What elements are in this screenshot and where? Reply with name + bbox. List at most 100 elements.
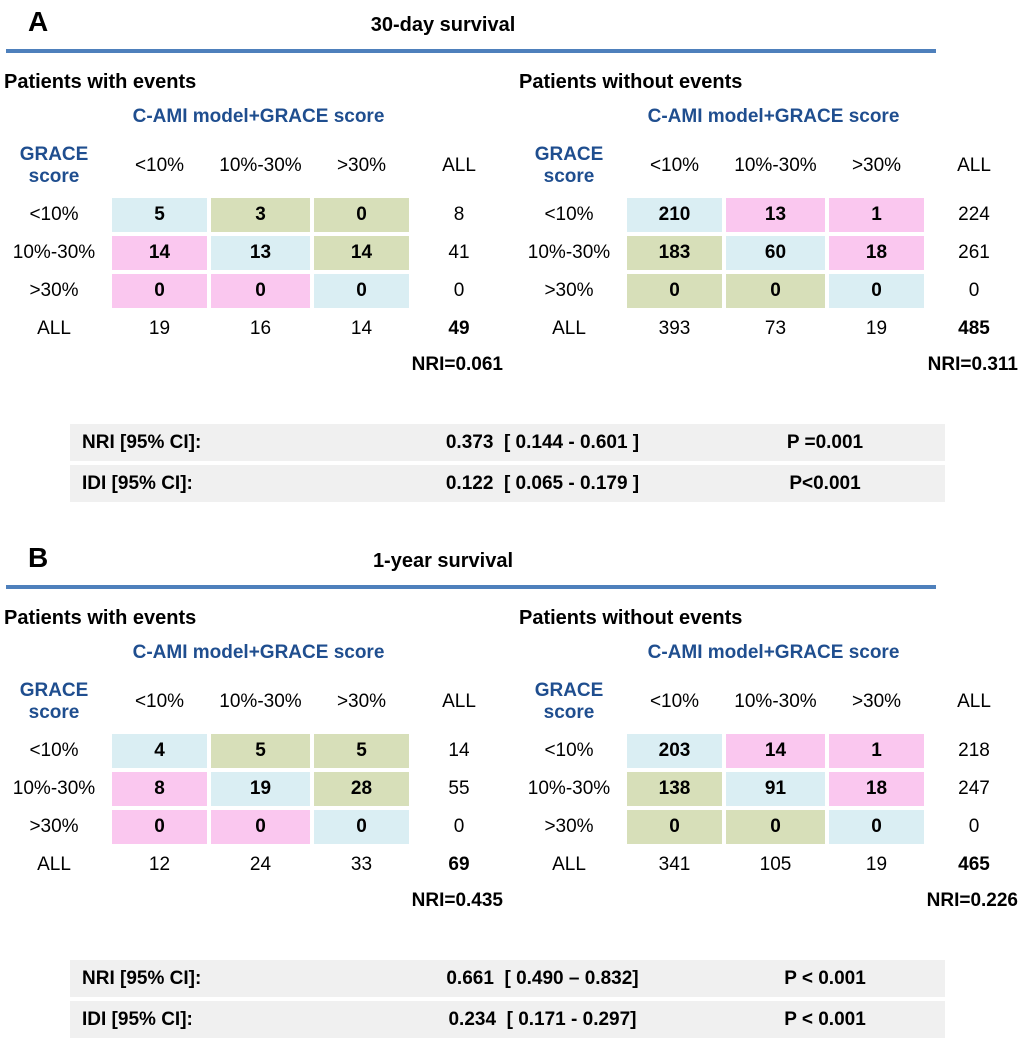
column-header: <10% <box>649 155 700 176</box>
total-row-label: ALL <box>552 318 586 339</box>
table-caption: Patients with events <box>4 71 197 93</box>
row-label: >30% <box>29 280 79 301</box>
row-label: >30% <box>544 816 594 837</box>
total-row-label: ALL <box>552 854 586 875</box>
row-label: 10%-30% <box>527 778 611 799</box>
table-cell: 0 <box>726 274 825 308</box>
column-header: >30% <box>851 691 902 712</box>
row-label: >30% <box>29 816 79 837</box>
nri-value: NRI=0.435 <box>411 890 503 911</box>
table-cell: 5 <box>211 734 310 768</box>
panel-b-title: 1-year survival <box>372 550 514 572</box>
row-total: 224 <box>958 204 990 225</box>
row-label: 10%-30% <box>527 242 611 263</box>
summary-value: 0.122 [ 0.065 - 0.179 ] <box>445 472 640 494</box>
nri-value: NRI=0.226 <box>926 890 1018 911</box>
column-total: 12 <box>148 854 171 875</box>
column-header: ALL <box>442 691 476 712</box>
summary-pvalue: P =0.001 <box>786 431 864 453</box>
table-caption: Patients without events <box>519 71 743 93</box>
summary-pvalue: P<0.001 <box>789 472 861 494</box>
panel-b-tables: Patients with events C-AMI model+GRACE s… <box>0 607 1020 914</box>
table-cell: 138 <box>627 772 722 806</box>
table-cell: 13 <box>726 198 825 232</box>
table-cell: 0 <box>627 810 722 844</box>
summary-row-nri: NRI [95% CI]: 0.373 [ 0.144 - 0.601 ] P … <box>70 424 945 461</box>
column-header: >30% <box>336 691 387 712</box>
table-cell: 0 <box>627 274 722 308</box>
column-header: ALL <box>442 155 476 176</box>
row-total: 14 <box>448 740 470 761</box>
summary-value: 0.373 [ 0.144 - 0.601 ] <box>445 431 640 453</box>
column-total: 14 <box>350 318 373 339</box>
table-cell: 60 <box>726 236 825 270</box>
column-total: 19 <box>865 318 888 339</box>
column-total: 19 <box>148 318 171 339</box>
column-header: >30% <box>851 155 902 176</box>
row-label: >30% <box>544 280 594 301</box>
reclassification-grid: GRACE score <10% 10%-30% >30% ALL <10% 4… <box>0 674 505 882</box>
panel-a-summary: NRI [95% CI]: 0.373 [ 0.144 - 0.601 ] P … <box>70 424 945 502</box>
column-total: 16 <box>249 318 272 339</box>
table-cell: 210 <box>627 198 722 232</box>
table-cell: 0 <box>314 198 409 232</box>
column-total: 341 <box>658 854 691 875</box>
row-total: 8 <box>453 204 465 225</box>
table-cell: 28 <box>314 772 409 806</box>
nri-value: NRI=0.061 <box>411 354 503 375</box>
column-header: 10%-30% <box>219 691 302 712</box>
column-header: 10%-30% <box>219 155 302 176</box>
row-total: 261 <box>958 242 990 263</box>
panel-a-title: 30-day survival <box>370 14 516 36</box>
column-header: <10% <box>134 155 185 176</box>
row-axis-label: GRACE score <box>534 144 604 187</box>
model-header: C-AMI model+GRACE score <box>132 642 385 663</box>
table-cell: 0 <box>211 274 310 308</box>
row-label: <10% <box>544 740 594 761</box>
summary-label: IDI [95% CI]: <box>82 1008 193 1030</box>
column-header: ALL <box>957 691 991 712</box>
column-header: ALL <box>957 155 991 176</box>
table-cell: 0 <box>211 810 310 844</box>
column-total: 24 <box>249 854 272 875</box>
table-cell: 14 <box>726 734 825 768</box>
grand-total: 465 <box>958 854 990 875</box>
table-cell: 4 <box>112 734 207 768</box>
grand-total: 49 <box>448 318 470 339</box>
table-cell: 18 <box>829 772 924 806</box>
table-cell: 14 <box>314 236 409 270</box>
panel-a-label: A <box>28 6 49 37</box>
summary-label: IDI [95% CI]: <box>82 472 193 494</box>
row-label: <10% <box>29 204 79 225</box>
summary-label: NRI [95% CI]: <box>82 431 202 453</box>
panel-b-events-table: Patients with events C-AMI model+GRACE s… <box>0 607 505 914</box>
table-cell: 18 <box>829 236 924 270</box>
panel-a-nonevents-table: Patients without events C-AMI model+GRAC… <box>515 71 1020 378</box>
panel-a-header: A 30-day survival <box>0 6 1020 38</box>
table-cell: 5 <box>112 198 207 232</box>
table-cell: 91 <box>726 772 825 806</box>
panel-b-divider-line <box>6 585 936 589</box>
table-cell: 5 <box>314 734 409 768</box>
panel-b-label: B <box>28 542 49 573</box>
column-header: <10% <box>134 691 185 712</box>
table-cell: 183 <box>627 236 722 270</box>
grand-total: 69 <box>448 854 470 875</box>
summary-row-idi: IDI [95% CI]: 0.234 [ 0.171 - 0.297] P <… <box>70 1001 945 1038</box>
row-label: <10% <box>544 204 594 225</box>
reclassification-grid: GRACE score <10% 10%-30% >30% ALL <10% 2… <box>515 674 1020 882</box>
panel-b-nonevents-table: Patients without events C-AMI model+GRAC… <box>515 607 1020 914</box>
summary-pvalue: P < 0.001 <box>784 967 866 989</box>
column-total: 33 <box>350 854 373 875</box>
table-cell: 0 <box>112 810 207 844</box>
row-total: 0 <box>968 280 980 301</box>
panel-a: A 30-day survival Patients with events C… <box>0 0 1020 502</box>
summary-label: NRI [95% CI]: <box>82 967 202 989</box>
table-cell: 0 <box>829 274 924 308</box>
nri-value: NRI=0.311 <box>927 354 1018 375</box>
grand-total: 485 <box>958 318 990 339</box>
column-header: 10%-30% <box>734 691 817 712</box>
row-axis-label: GRACE score <box>534 680 604 723</box>
table-cell: 19 <box>211 772 310 806</box>
column-total: 393 <box>658 318 691 339</box>
